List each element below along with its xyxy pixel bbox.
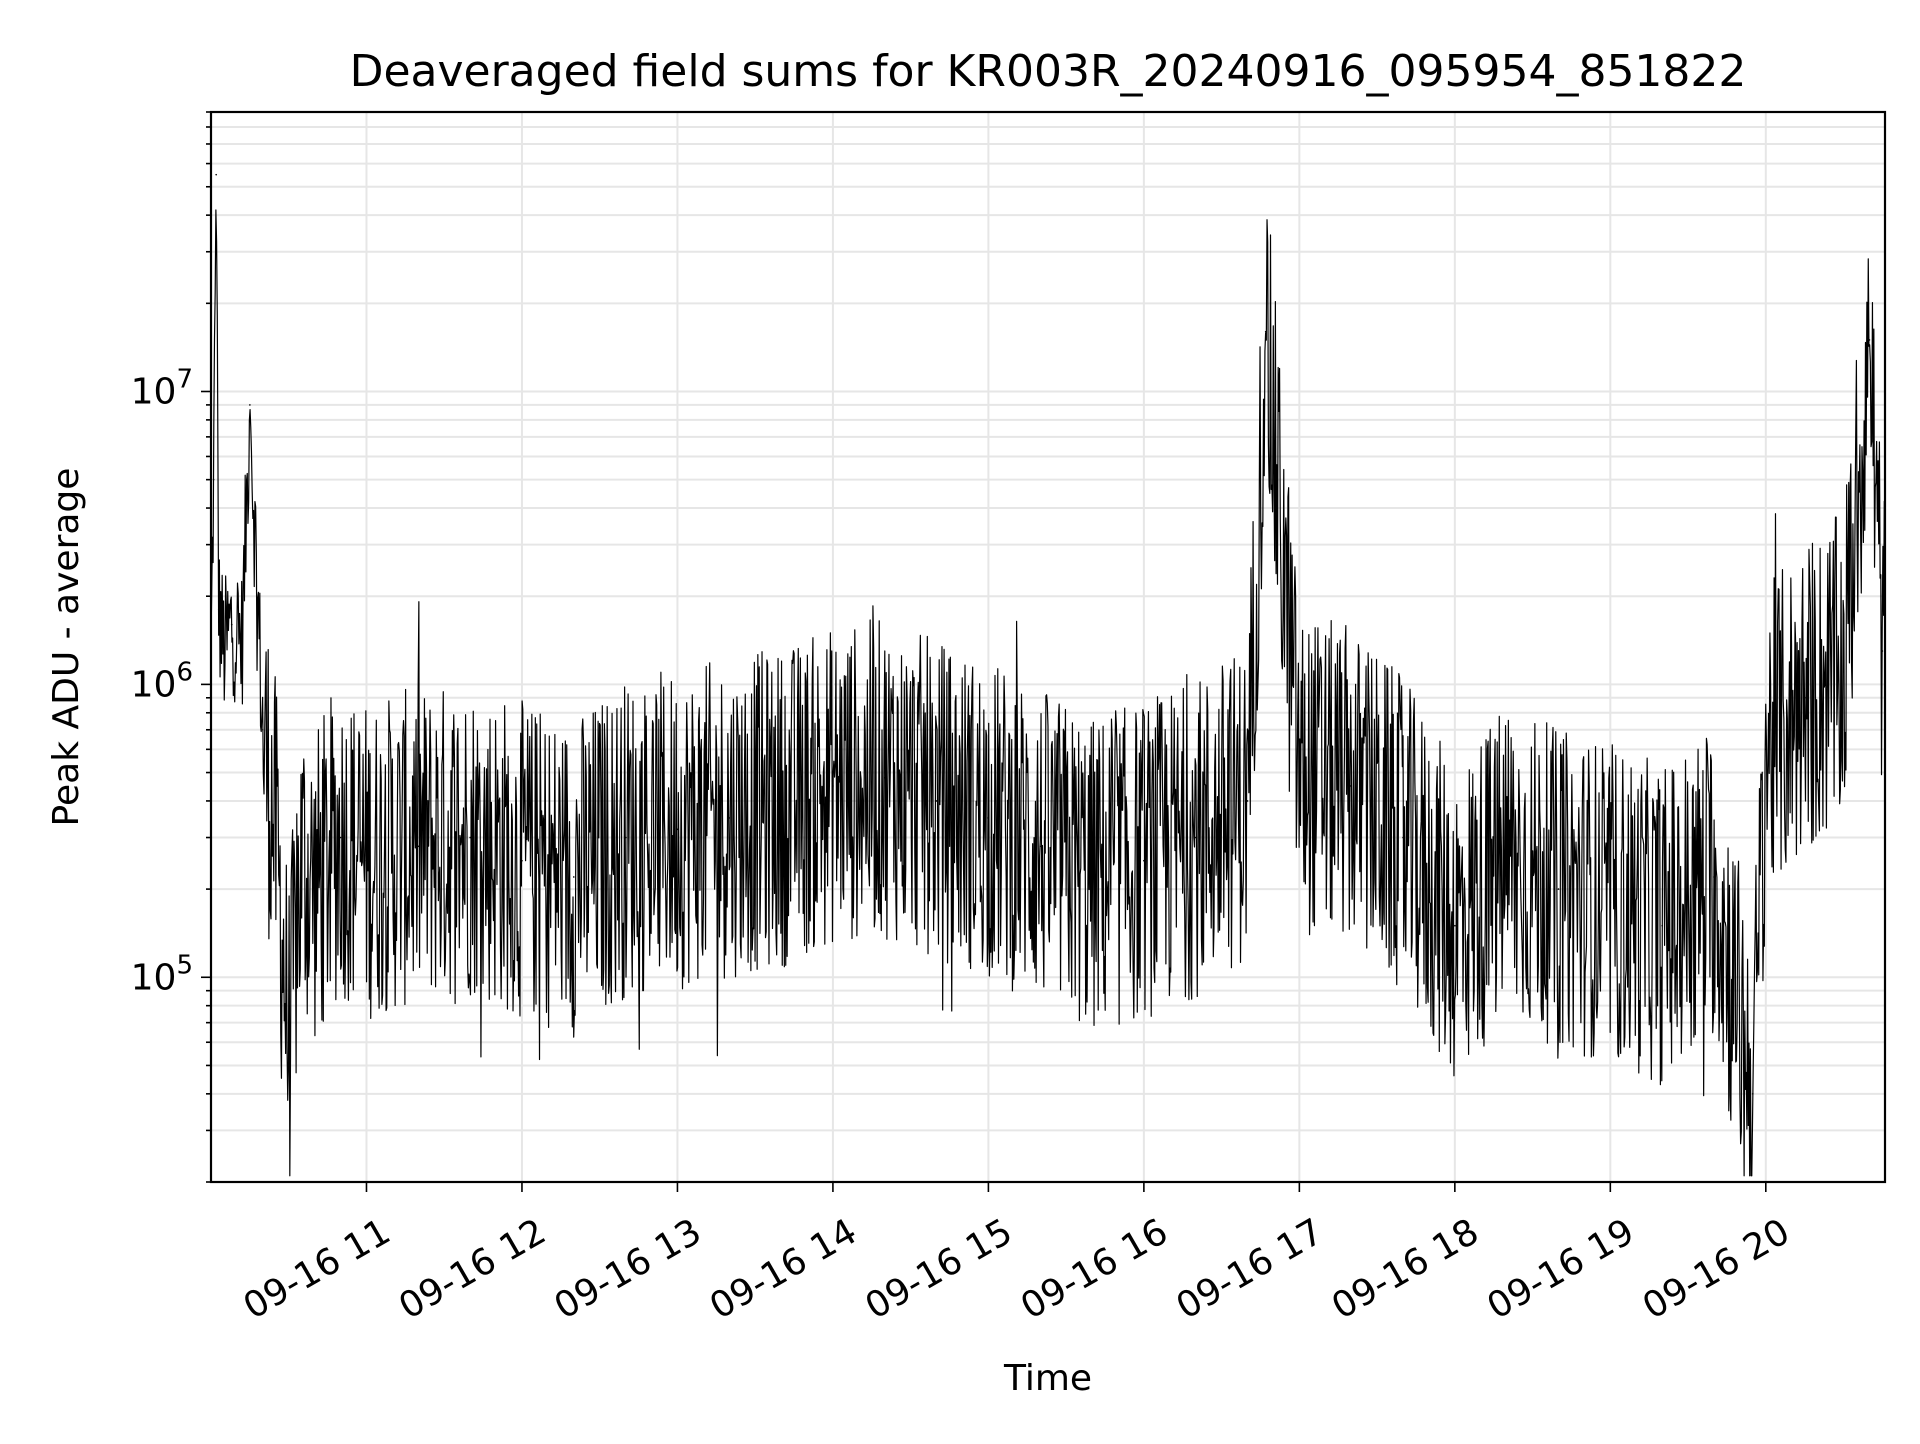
data-point: [262, 728, 264, 731]
y-tick-exponent: 6: [176, 657, 193, 687]
data-point: [469, 836, 471, 839]
series-line-group: [210, 173, 1886, 1177]
data-point: [521, 859, 523, 862]
data-point: [572, 876, 575, 878]
data-point: [339, 836, 342, 839]
y-axis-label: Peak ADU - average: [46, 468, 87, 827]
data-point: [217, 608, 220, 611]
x-tick-label: 09-16 16: [1014, 1211, 1175, 1327]
y-tick-label: 105: [131, 950, 193, 998]
data-point: [780, 806, 782, 809]
data-point: [1264, 330, 1267, 333]
data-point: [728, 817, 731, 819]
data-point: [883, 776, 886, 779]
data-point: [417, 845, 420, 848]
data-point: [1842, 671, 1845, 674]
data-point: [287, 1041, 290, 1044]
y-tick-label: 106: [131, 657, 193, 705]
data-point: [1557, 888, 1560, 890]
x-tick-label: 09-16 18: [1325, 1211, 1486, 1327]
data-point: [1298, 771, 1301, 774]
grid-lines: [211, 111, 1885, 1183]
data-point: [1803, 696, 1806, 699]
data-point: [676, 828, 679, 831]
series-line: [210, 209, 1886, 1177]
data-point: [624, 836, 627, 839]
chart-title: Deaveraged field sums for KR003R_2024091…: [350, 46, 1747, 97]
x-tick-label: 09-16 14: [703, 1211, 864, 1327]
data-point: [1039, 845, 1042, 848]
data-point: [300, 859, 303, 862]
x-tick-label: 09-16 15: [859, 1211, 1020, 1327]
x-tick-label: 09-16 20: [1636, 1211, 1797, 1327]
plot-frame: [209, 110, 1887, 1184]
x-tick-label: 09-16 19: [1481, 1211, 1642, 1327]
data-point: [987, 817, 990, 819]
data-point: [223, 650, 225, 652]
data-point: [1764, 748, 1767, 751]
data-point: [1194, 836, 1197, 839]
data-point: [935, 800, 938, 802]
data-point: [1505, 859, 1508, 862]
data-point: [1609, 901, 1612, 904]
data-point: [1752, 1093, 1754, 1095]
data-point: [313, 888, 316, 890]
data-point: [212, 478, 215, 481]
x-axis-label: Time: [1003, 1358, 1092, 1399]
data-point: [1661, 924, 1663, 927]
y-tick-base: 10: [131, 664, 177, 705]
y-tick-exponent: 5: [176, 950, 193, 980]
data-point: [1246, 800, 1249, 802]
x-tick-label: 09-16 11: [237, 1211, 398, 1327]
y-tick-base: 10: [131, 371, 177, 412]
data-point: [1713, 876, 1715, 878]
y-tick-exponent: 7: [176, 364, 193, 394]
data-point: [1350, 785, 1352, 787]
x-tick-label: 09-16 12: [392, 1211, 553, 1327]
data-point: [215, 173, 217, 176]
x-tick-label: 09-16 17: [1170, 1211, 1331, 1327]
data-point: [365, 859, 368, 862]
data-point: [230, 623, 233, 626]
data-point: [274, 836, 277, 839]
y-tick-label: 107: [131, 364, 193, 412]
data-point: [832, 785, 834, 787]
data-point: [241, 640, 243, 643]
data-point: [1881, 650, 1884, 652]
data-point: [249, 404, 251, 406]
data-point: [1091, 876, 1093, 878]
data-point: [1454, 924, 1456, 927]
data-point: [1868, 339, 1871, 341]
x-tick-label: 09-16 13: [548, 1211, 709, 1327]
y-tick-base: 10: [131, 957, 177, 998]
data-point: [1143, 859, 1145, 862]
data-point: [1402, 836, 1404, 839]
